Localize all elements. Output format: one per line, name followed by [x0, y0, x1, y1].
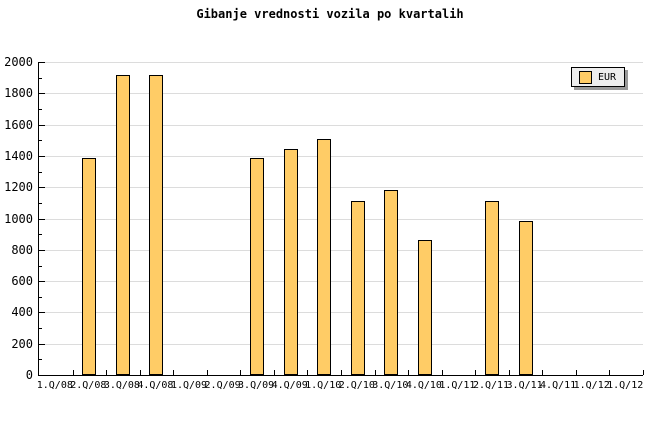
x-axis-label: 3.Q/09 — [238, 380, 275, 391]
x-axis-tick — [72, 370, 74, 375]
y-axis-tick — [39, 171, 42, 173]
x-axis-tick — [475, 370, 477, 375]
y-axis-tick — [39, 249, 45, 251]
x-axis-label: 1.Q/11 — [439, 380, 476, 391]
x-axis-tick — [173, 370, 175, 375]
x-axis-label: 1.Q/09 — [170, 380, 208, 391]
bar — [350, 201, 365, 375]
y-axis-label: 2000 — [4, 55, 33, 69]
gridline — [39, 281, 643, 283]
bar — [82, 158, 97, 375]
x-axis-tick — [206, 370, 208, 375]
y-axis-tick — [39, 93, 45, 95]
x-axis-tick — [139, 370, 141, 375]
bar — [115, 75, 130, 375]
gridline — [39, 218, 643, 220]
x-axis-tick — [408, 370, 410, 375]
x-axis-label: 3.Q/08 — [103, 380, 140, 391]
bar — [518, 221, 533, 375]
y-axis-tick — [39, 343, 45, 345]
y-axis-tick — [39, 218, 45, 220]
y-axis-tick — [39, 140, 42, 142]
x-axis-tick — [508, 370, 510, 375]
x-axis-label: 2.Q/09 — [204, 380, 241, 391]
y-axis-label: 1000 — [4, 211, 33, 226]
y-axis-tick — [39, 155, 45, 157]
legend: EUR — [571, 67, 625, 87]
x-axis-tick — [341, 370, 342, 375]
y-axis-label: 0 — [25, 368, 33, 382]
y-axis-label: 600 — [11, 274, 33, 289]
gridline — [39, 124, 643, 126]
y-axis-tick — [39, 124, 45, 126]
gridline — [39, 62, 643, 63]
y-axis-tick — [39, 202, 42, 204]
y-axis-tick — [39, 109, 42, 110]
y-axis-tick — [39, 265, 42, 267]
x-axis-label: 4.Q/11 — [540, 380, 577, 391]
x-axis-label: 2.Q/10 — [338, 380, 375, 391]
x-axis-tick — [106, 370, 108, 375]
plot-area — [38, 62, 644, 376]
y-axis-label: 1200 — [4, 180, 33, 195]
y-axis-tick — [39, 187, 45, 189]
y-axis-tick — [39, 234, 42, 236]
bar — [283, 149, 298, 375]
x-axis-label: 4.Q/09 — [271, 380, 308, 391]
x-axis-tick — [575, 370, 577, 375]
bar — [149, 75, 164, 375]
x-axis-tick — [542, 370, 544, 375]
y-axis-tick — [39, 359, 42, 361]
x-axis-label: 2.Q/08 — [70, 380, 107, 391]
gridline — [39, 155, 643, 157]
y-axis-tick — [39, 312, 45, 314]
gridline — [39, 312, 643, 314]
x-axis-tick — [643, 370, 644, 375]
x-axis-label: 3.Q/11 — [506, 380, 543, 391]
legend-swatch-eur — [579, 70, 592, 84]
gridline — [39, 249, 643, 251]
x-axis-tick — [307, 370, 309, 375]
bar — [485, 201, 499, 375]
gridline — [39, 343, 643, 345]
bar — [417, 240, 432, 375]
x-axis-label: 4.Q/08 — [137, 380, 174, 391]
y-axis-label: 1800 — [4, 86, 33, 101]
y-axis-tick — [39, 328, 42, 330]
y-axis-label: 400 — [11, 305, 33, 320]
y-axis-label: 1400 — [4, 148, 33, 163]
y-axis-label: 800 — [11, 242, 33, 257]
x-axis-label: 2.Q/11 — [472, 380, 510, 391]
chart-title: Gibanje vrednosti vozila po kvartalih — [196, 7, 464, 21]
y-axis-tick — [39, 77, 42, 79]
y-axis-tick — [39, 296, 42, 298]
x-axis-tick — [273, 370, 275, 375]
y-axis-tick — [39, 62, 45, 63]
gridline — [39, 93, 643, 95]
legend-label: EUR — [598, 71, 617, 83]
x-axis-tick — [441, 370, 443, 375]
x-axis-label: 3.Q/10 — [372, 380, 409, 391]
gridline — [39, 187, 643, 189]
x-axis-label: 1.Q/12 — [607, 380, 644, 391]
x-axis-tick — [609, 370, 611, 375]
x-axis-tick — [240, 370, 242, 375]
x-axis-tick — [374, 370, 376, 375]
y-axis-label: 1600 — [4, 117, 33, 132]
x-axis-label: 4.Q/10 — [405, 380, 442, 391]
bar — [384, 190, 399, 375]
bar — [317, 139, 332, 375]
bar — [250, 158, 265, 375]
y-axis-label: 200 — [11, 336, 33, 351]
x-axis-label: 1.Q/10 — [305, 380, 342, 391]
y-axis-tick — [39, 281, 45, 283]
x-axis-label: 1.Q/08 — [36, 380, 73, 391]
x-axis-label: 1.Q/12 — [573, 380, 610, 391]
